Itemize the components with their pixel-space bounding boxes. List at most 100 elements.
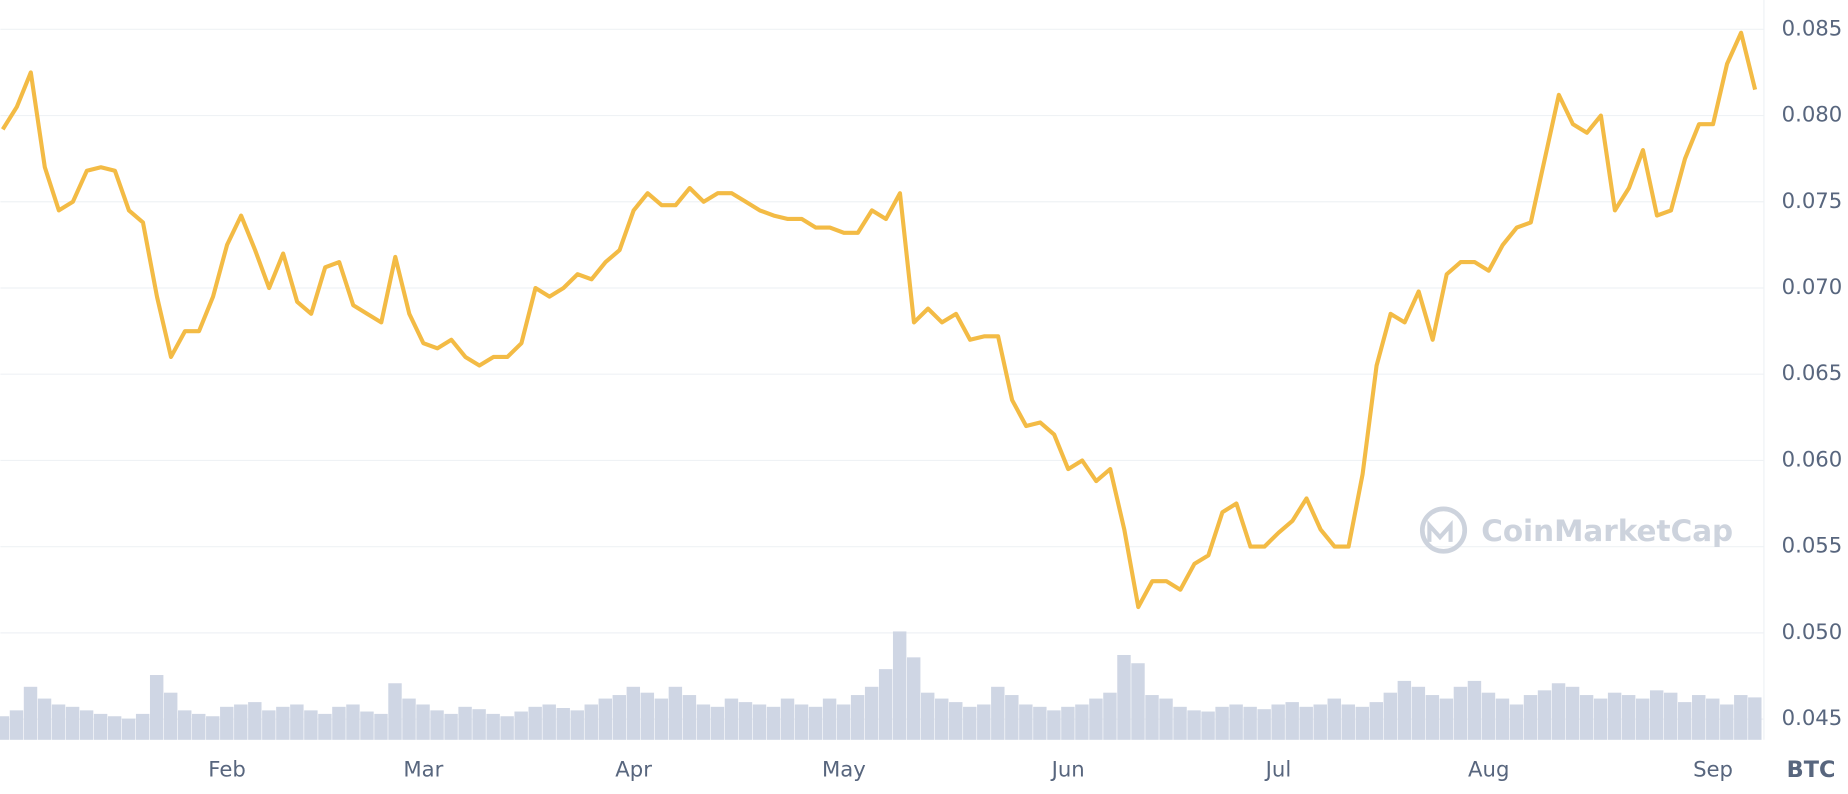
volume-bar: [1509, 704, 1524, 740]
volume-bar: [1271, 704, 1285, 740]
volume-bar: [1215, 706, 1229, 740]
volume-bar: [724, 698, 739, 740]
volume-bar: [1706, 698, 1720, 740]
volume-bar: [1649, 690, 1664, 740]
volume-bar: [710, 706, 725, 740]
volume-bar: [93, 713, 108, 740]
volume-bar: [556, 708, 570, 740]
volume-bar: [1411, 686, 1426, 740]
volume-bar: [486, 713, 500, 740]
x-tick-label: Feb: [208, 756, 246, 781]
volume-bar: [1720, 704, 1734, 740]
volume-bar: [318, 713, 332, 740]
volume-bar: [1159, 698, 1173, 740]
volume-bar: [1748, 697, 1762, 740]
volume-bar: [1145, 695, 1159, 740]
volume-bar: [1439, 698, 1454, 740]
volume-bar: [1341, 704, 1355, 740]
volume-bar: [248, 702, 262, 740]
volume-bar: [1579, 695, 1594, 740]
volume-bar: [864, 686, 879, 740]
volume-bar: [822, 698, 837, 740]
volume-bar: [23, 686, 38, 740]
y-tick-label: 0.060: [1782, 446, 1843, 471]
volume-bar: [1285, 702, 1299, 740]
volume-bar: [780, 698, 795, 740]
volume-bar: [149, 675, 164, 740]
x-tick-label: Mar: [403, 756, 443, 781]
volume-bar: [794, 704, 809, 740]
volume-bar: [949, 702, 963, 740]
volume-bar: [220, 706, 234, 740]
volume-bar: [850, 695, 865, 740]
watermark: CoinMarketCap: [1419, 506, 1733, 554]
volume-bar: [977, 704, 991, 740]
volume-bar: [1033, 706, 1047, 740]
volume-bar: [1537, 690, 1552, 740]
y-tick-label: 0.045: [1782, 705, 1843, 730]
volume-bar: [135, 713, 150, 740]
volume-bar: [107, 716, 122, 740]
volume-bar: [1453, 686, 1468, 740]
volume-bar: [1005, 695, 1019, 740]
volume-bar: [752, 704, 767, 740]
volume-bar: [1061, 706, 1075, 740]
x-tick-label: Jun: [1050, 756, 1085, 781]
volume-bar: [1103, 692, 1117, 740]
volume-bar: [1635, 698, 1650, 740]
volume-bar: [1383, 692, 1398, 740]
volume-bar: [0, 716, 10, 740]
volume-bar: [1481, 692, 1496, 740]
volume-bar: [584, 704, 598, 740]
volume-bar: [360, 711, 374, 740]
y-tick-label: 0.075: [1782, 188, 1843, 213]
volume-bar: [1593, 698, 1608, 740]
volume-bar: [332, 706, 346, 740]
volume-bar: [1243, 706, 1257, 740]
volume-bar: [290, 704, 304, 740]
volume-bar: [1495, 698, 1510, 740]
volume-bar: [654, 698, 669, 740]
volume-bar: [1425, 695, 1440, 740]
volume-bar: [1621, 695, 1636, 740]
volume-bar: [1075, 704, 1089, 740]
x-tick-label: Jul: [1264, 756, 1292, 781]
price-line: [1, 30, 1758, 610]
volume-bar: [991, 686, 1005, 740]
volume-bar: [963, 706, 977, 740]
watermark-logo-mark: [1427, 520, 1453, 542]
volume-bar: [542, 704, 556, 740]
volume-bar: [65, 706, 80, 740]
y-tick-label: 0.085: [1782, 15, 1843, 40]
volume-bar: [570, 710, 584, 740]
volume-bar: [935, 698, 949, 740]
watermark-text: CoinMarketCap: [1481, 514, 1733, 548]
watermark-logo: [1419, 506, 1468, 554]
volume-bar: [1299, 706, 1313, 740]
volume-bar: [500, 716, 514, 740]
volume-bar: [1257, 709, 1271, 740]
volume-bar: [304, 710, 318, 740]
unit-label: BTC: [1787, 757, 1836, 783]
volume-bar: [1607, 692, 1622, 740]
volume-bar: [1229, 704, 1243, 740]
y-tick-label: 0.055: [1782, 533, 1843, 558]
volume-bar: [920, 692, 935, 740]
volume-bar: [472, 709, 486, 740]
volume-bar: [1117, 654, 1131, 740]
volume-bar: [1355, 706, 1370, 740]
volume-bar: [1663, 692, 1678, 740]
volume-bar: [514, 711, 528, 740]
volume-bar: [1523, 695, 1538, 740]
volume-bar: [836, 704, 851, 740]
volume-bar: [37, 698, 52, 740]
volume-bar: [766, 706, 781, 740]
volume-bar: [808, 706, 823, 740]
volume-bar: [906, 657, 921, 740]
volume-bar: [262, 710, 276, 740]
volume-bar: [1173, 706, 1187, 740]
y-tick-label: 0.070: [1782, 274, 1843, 299]
y-tick-label: 0.050: [1782, 619, 1843, 644]
